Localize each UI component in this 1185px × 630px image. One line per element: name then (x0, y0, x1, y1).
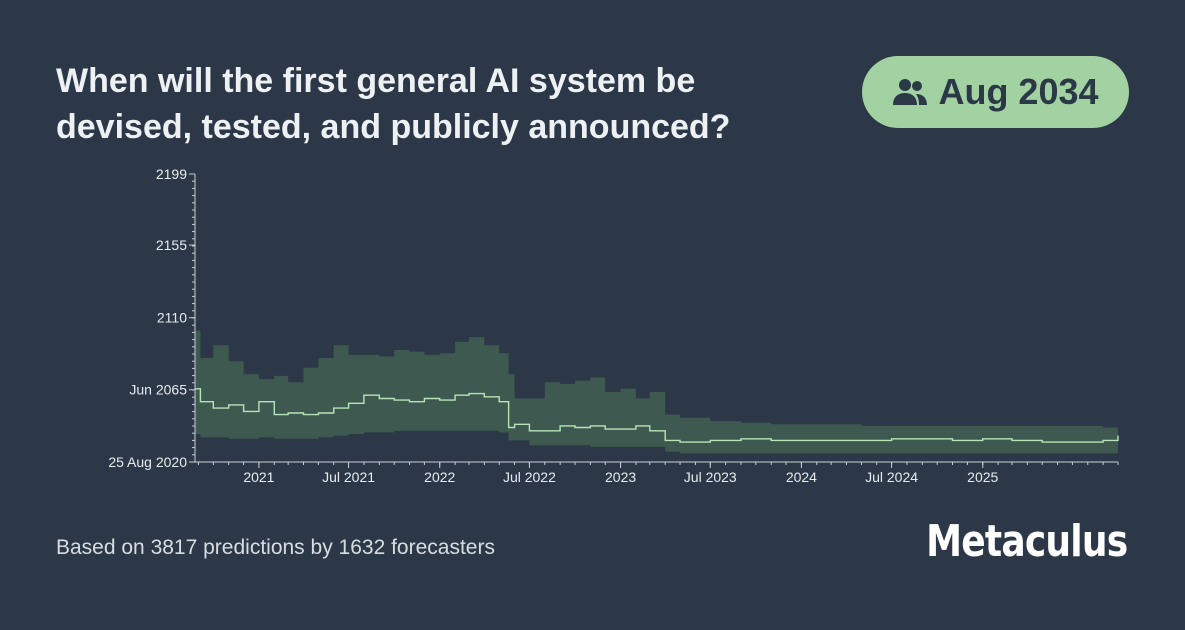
community-prediction-value: Aug 2034 (938, 71, 1099, 112)
median-line-layer (195, 388, 1119, 443)
y-tick-label: 2155 (156, 237, 187, 253)
prediction-count-text: Based on 3817 predictions by 1632 foreca… (56, 536, 495, 559)
y-tick-label: 2199 (156, 166, 187, 182)
x-tick-label: Jul 2022 (503, 469, 556, 485)
quartile-band-layer (195, 330, 1118, 454)
x-tick-label: 2022 (424, 469, 455, 485)
y-tick-label: 2110 (157, 310, 187, 326)
x-tick-label: Jul 2024 (865, 469, 918, 485)
quartile-band (195, 330, 1118, 454)
community-prediction-badge: Aug 2034 (862, 56, 1129, 128)
x-tick-label: Jul 2021 (322, 469, 375, 485)
x-tick-label: 2023 (605, 469, 636, 485)
axes: 25 Aug 2020 Jun 2065 2110 2155 2199 2021 Jul 2… (108, 166, 1119, 485)
median-line (195, 388, 1119, 443)
brand-logo-text[interactable]: Metaculus (925, 516, 1128, 567)
forecast-chart: 25 Aug 2020 Jun 2065 2110 2155 2199 2021 Jul 2… (108, 166, 1119, 485)
x-tick-label: 2021 (243, 469, 274, 485)
x-tick-label: Jul 2023 (684, 469, 737, 485)
x-tick-label: 2024 (786, 469, 817, 485)
y-tick-label: 25 Aug 2020 (108, 454, 187, 470)
question-title: When will the first general AI system be… (56, 62, 731, 146)
y-tick-label: Jun 2065 (129, 382, 187, 398)
people-icon (892, 77, 928, 107)
x-tick-label: 2025 (967, 469, 998, 485)
